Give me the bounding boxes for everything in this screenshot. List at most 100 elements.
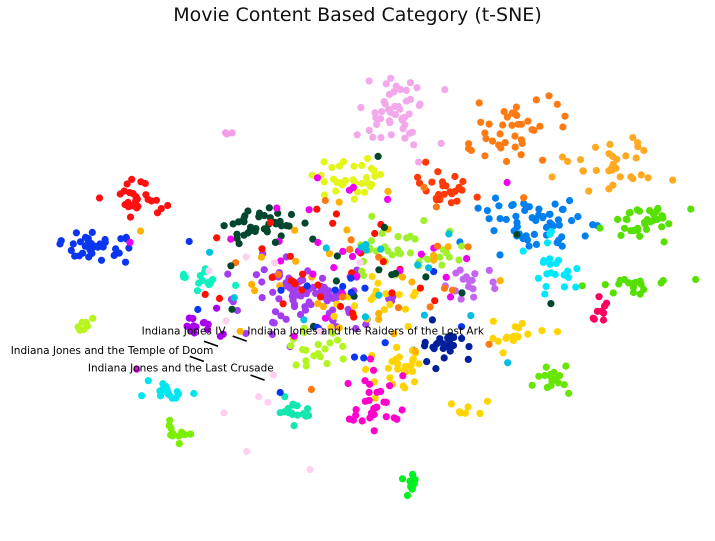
data-point — [275, 295, 283, 303]
data-point — [350, 313, 358, 321]
data-point — [314, 341, 322, 349]
data-point — [376, 170, 384, 179]
data-point — [599, 316, 608, 324]
data-point — [423, 358, 431, 366]
data-point — [270, 371, 278, 379]
data-point — [408, 367, 417, 375]
data-point — [373, 388, 381, 396]
data-point — [502, 157, 511, 166]
data-point — [339, 355, 347, 363]
data-point — [410, 141, 418, 149]
data-point — [404, 323, 412, 331]
data-point — [485, 215, 493, 223]
data-point — [434, 168, 442, 176]
data-point — [213, 234, 221, 242]
data-point — [517, 120, 526, 128]
data-point — [292, 361, 300, 369]
chart-title: Movie Content Based Category (t-SNE) — [173, 4, 542, 26]
data-point — [229, 220, 237, 228]
data-point — [548, 173, 556, 181]
data-point — [546, 255, 554, 263]
data-point — [267, 218, 275, 227]
data-point — [442, 273, 450, 281]
data-point — [363, 154, 372, 163]
data-point — [299, 270, 307, 278]
data-point — [326, 339, 334, 347]
data-point — [274, 270, 282, 279]
data-point — [457, 409, 465, 417]
data-point — [550, 368, 558, 376]
data-point — [421, 342, 429, 350]
data-point — [543, 239, 552, 247]
data-point — [453, 197, 461, 205]
data-point — [614, 215, 622, 223]
data-point — [414, 173, 422, 181]
data-point — [371, 109, 379, 117]
data-point — [463, 255, 471, 263]
data-point — [328, 163, 336, 172]
data-point — [620, 276, 629, 284]
data-point — [616, 173, 624, 181]
data-point — [629, 288, 638, 297]
data-point — [415, 158, 423, 166]
data-point — [589, 221, 597, 229]
data-point — [350, 162, 358, 170]
data-point — [365, 388, 373, 396]
data-point — [448, 190, 456, 198]
data-point — [455, 256, 463, 264]
data-point — [535, 211, 543, 219]
data-point — [276, 217, 284, 225]
data-point — [329, 219, 337, 227]
data-point — [76, 326, 84, 334]
data-point — [348, 269, 356, 277]
data-point — [277, 286, 285, 294]
data-point — [356, 259, 364, 267]
data-point — [322, 244, 330, 252]
data-point — [560, 381, 568, 389]
data-point — [384, 105, 393, 113]
data-point — [378, 108, 386, 116]
data-point — [319, 303, 327, 311]
data-point — [361, 313, 370, 321]
data-point — [458, 289, 466, 297]
data-point — [305, 206, 313, 214]
data-point — [634, 143, 642, 151]
data-point — [358, 179, 366, 188]
data-point — [338, 181, 346, 189]
data-point — [287, 210, 296, 219]
data-point — [117, 235, 125, 243]
data-point — [349, 176, 357, 184]
data-point — [500, 108, 508, 116]
data-point — [380, 398, 388, 406]
data-point — [138, 392, 146, 400]
data-point — [57, 237, 65, 245]
data-point — [292, 257, 300, 265]
data-point — [368, 212, 376, 220]
data-point — [136, 227, 145, 235]
data-point — [532, 240, 541, 248]
data-point — [636, 290, 644, 298]
data-point — [203, 326, 212, 334]
data-point — [503, 178, 511, 187]
data-point — [386, 300, 394, 309]
data-point — [473, 193, 481, 201]
data-point — [373, 120, 381, 128]
data-point — [227, 235, 235, 243]
data-point — [573, 265, 581, 273]
data-point — [193, 287, 202, 295]
data-point — [496, 130, 504, 138]
data-point — [258, 245, 266, 253]
data-point — [325, 250, 334, 258]
data-point — [467, 312, 475, 320]
data-point — [509, 332, 518, 340]
data-point — [386, 382, 394, 390]
data-point — [388, 289, 396, 297]
data-point — [390, 88, 398, 96]
data-point — [523, 236, 532, 244]
data-point — [290, 422, 298, 430]
data-point — [422, 158, 430, 166]
data-point — [336, 302, 345, 311]
data-point — [591, 143, 600, 151]
data-point — [339, 158, 348, 166]
data-point — [489, 317, 497, 325]
